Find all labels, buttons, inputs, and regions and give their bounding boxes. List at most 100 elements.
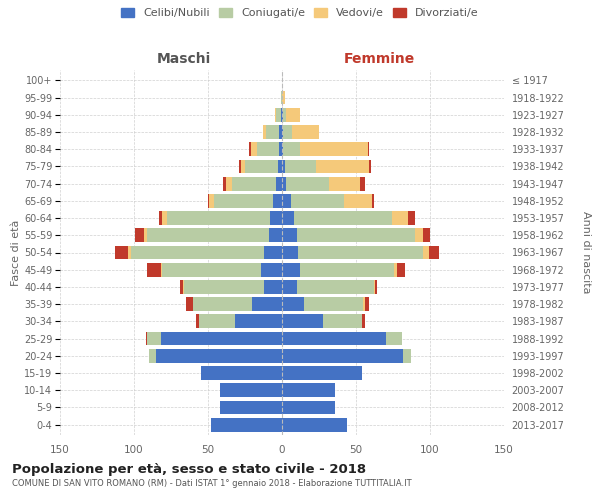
Bar [241, 160, 245, 173]
Bar [403, 349, 411, 362]
Bar [392, 211, 408, 225]
Bar [422, 246, 428, 260]
Bar [273, 194, 282, 207]
Text: Femmine: Femmine [344, 52, 415, 66]
Bar [281, 90, 282, 104]
Bar [286, 108, 300, 122]
Bar [282, 142, 283, 156]
Bar [408, 211, 415, 225]
Bar [282, 384, 335, 397]
Bar [422, 228, 430, 242]
Bar [294, 211, 392, 225]
Bar [263, 125, 266, 139]
Bar [276, 108, 281, 122]
Bar [372, 194, 374, 207]
Bar [156, 349, 282, 362]
Bar [183, 280, 184, 294]
Bar [220, 400, 282, 414]
Bar [279, 125, 282, 139]
Bar [261, 263, 282, 276]
Bar [297, 228, 415, 242]
Text: Maschi: Maschi [157, 52, 211, 66]
Bar [304, 298, 364, 311]
Bar [161, 263, 162, 276]
Bar [292, 125, 319, 139]
Bar [278, 160, 282, 173]
Bar [270, 211, 282, 225]
Y-axis label: Anni di nascita: Anni di nascita [581, 211, 591, 294]
Bar [266, 125, 279, 139]
Bar [282, 194, 291, 207]
Bar [264, 280, 282, 294]
Bar [368, 142, 370, 156]
Bar [282, 90, 285, 104]
Bar [386, 332, 402, 345]
Bar [283, 125, 292, 139]
Bar [298, 246, 422, 260]
Bar [282, 125, 283, 139]
Legend: Celibi/Nubili, Coniugati/e, Vedovi/e, Divorziati/e: Celibi/Nubili, Coniugati/e, Vedovi/e, Di… [119, 6, 481, 20]
Bar [235, 314, 282, 328]
Bar [282, 263, 300, 276]
Bar [239, 160, 241, 173]
Bar [428, 246, 439, 260]
Bar [200, 366, 282, 380]
Bar [136, 228, 145, 242]
Bar [316, 160, 370, 173]
Bar [282, 314, 323, 328]
Bar [180, 280, 183, 294]
Bar [365, 298, 370, 311]
Bar [161, 332, 282, 345]
Bar [257, 142, 279, 156]
Bar [220, 384, 282, 397]
Bar [279, 142, 282, 156]
Bar [344, 194, 372, 207]
Bar [193, 298, 253, 311]
Bar [282, 418, 347, 432]
Bar [281, 108, 282, 122]
Bar [394, 263, 397, 276]
Bar [131, 246, 264, 260]
Bar [149, 349, 156, 362]
Bar [282, 211, 294, 225]
Bar [264, 246, 282, 260]
Bar [148, 332, 161, 345]
Bar [282, 400, 335, 414]
Bar [282, 366, 362, 380]
Bar [245, 160, 278, 173]
Bar [253, 298, 282, 311]
Bar [370, 160, 371, 173]
Bar [211, 418, 282, 432]
Bar [282, 298, 304, 311]
Bar [282, 176, 286, 190]
Bar [148, 263, 161, 276]
Bar [364, 298, 365, 311]
Bar [323, 314, 362, 328]
Bar [300, 263, 394, 276]
Bar [282, 246, 298, 260]
Bar [275, 108, 276, 122]
Bar [283, 142, 300, 156]
Bar [362, 314, 365, 328]
Bar [184, 280, 264, 294]
Bar [282, 349, 403, 362]
Bar [199, 314, 235, 328]
Bar [397, 263, 405, 276]
Bar [374, 280, 375, 294]
Bar [375, 280, 377, 294]
Bar [276, 176, 282, 190]
Bar [329, 176, 361, 190]
Bar [297, 280, 374, 294]
Bar [208, 194, 209, 207]
Bar [209, 194, 214, 207]
Y-axis label: Fasce di età: Fasce di età [11, 220, 21, 286]
Bar [282, 160, 285, 173]
Bar [145, 228, 148, 242]
Bar [162, 211, 167, 225]
Bar [291, 194, 344, 207]
Bar [250, 142, 251, 156]
Bar [415, 228, 422, 242]
Bar [214, 194, 273, 207]
Bar [283, 108, 286, 122]
Bar [300, 142, 368, 156]
